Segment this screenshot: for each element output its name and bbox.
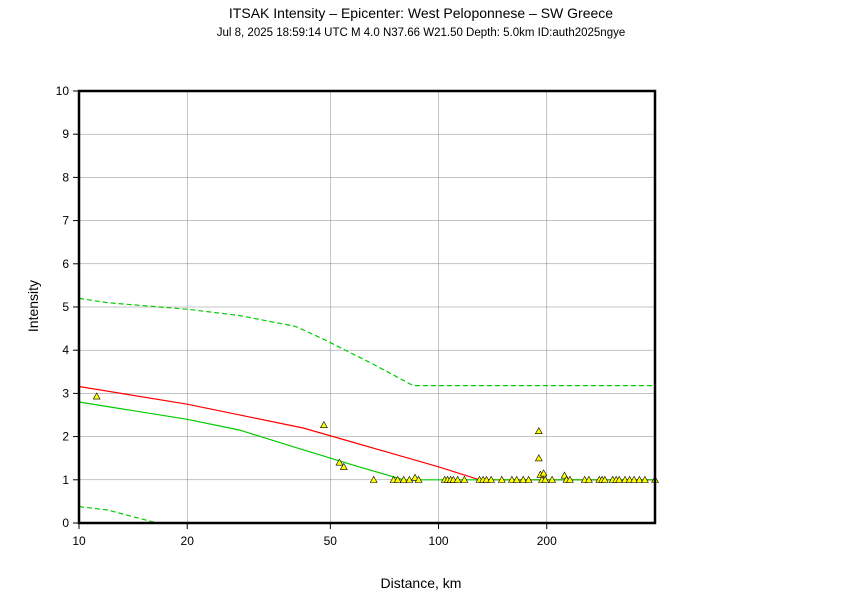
x-tick-label: 10 (72, 534, 86, 548)
y-tick-label: 8 (62, 170, 69, 184)
y-tick-label: 6 (62, 257, 69, 271)
y-tick-label: 7 (62, 214, 69, 228)
y-axis-label: Intensity (25, 280, 41, 332)
intensity-curve (78, 401, 655, 481)
observed-point (534, 426, 543, 435)
observed-point (565, 475, 574, 483)
dashed-bound-line (78, 297, 655, 387)
observed-point (524, 475, 533, 483)
y-tick-label: 2 (62, 430, 69, 444)
y-tick-label: 10 (56, 84, 70, 98)
lines-layer (78, 297, 655, 524)
observed-point (92, 392, 101, 400)
observed-point (541, 475, 550, 483)
observed-point (507, 475, 516, 483)
observed-point (621, 475, 629, 483)
observed-point (369, 475, 378, 483)
observed-point (405, 475, 414, 483)
plot-frame (77, 89, 657, 525)
observed-point (487, 475, 496, 483)
x-tick-label: 100 (429, 534, 449, 548)
axis-layer: 0 1 2 3 4 5 6 7 8 9 10 10 20 50 100 200 (56, 84, 657, 548)
observed-point (482, 475, 491, 483)
observed-point (393, 475, 402, 483)
observed-point (635, 475, 644, 483)
observed-point (539, 469, 548, 477)
observed-point (335, 458, 344, 466)
points-layer (92, 392, 659, 483)
y-tick-label: 5 (62, 300, 69, 314)
observed-point (519, 475, 528, 483)
dashed-bound-line (78, 506, 158, 524)
y-tick-label: 9 (62, 127, 69, 141)
observed-point (414, 475, 423, 483)
grid-layer (78, 90, 655, 524)
x-tick-label: 20 (181, 534, 195, 548)
observed-point (615, 475, 624, 483)
observed-point (548, 475, 557, 483)
observed-point (319, 420, 328, 429)
x-tick-label: 200 (537, 534, 557, 548)
observed-point (512, 475, 521, 483)
y-tick-label: 1 (62, 473, 69, 487)
observed-point (453, 475, 462, 483)
observed-point (600, 475, 609, 483)
y-tick-label: 0 (62, 516, 69, 530)
observed-point (584, 475, 593, 483)
observed-point (460, 475, 469, 483)
chart-title: ITSAK Intensity – Epicenter: West Pelopo… (229, 5, 613, 21)
x-axis-label: Distance, km (381, 575, 462, 591)
observed-point (534, 454, 543, 462)
y-tick-label: 3 (62, 386, 69, 400)
observed-point (411, 473, 419, 481)
observed-point (339, 462, 348, 470)
x-tick-label: 50 (324, 534, 338, 548)
intensity-curve (78, 385, 655, 481)
observed-point (399, 475, 408, 483)
chart-subtitle: Jul 8, 2025 18:59:14 UTC M 4.0 N37.66 W2… (217, 27, 626, 39)
observed-point (497, 475, 506, 483)
y-tick-label: 4 (62, 343, 69, 357)
observed-point (630, 475, 639, 483)
observed-point (640, 475, 649, 483)
